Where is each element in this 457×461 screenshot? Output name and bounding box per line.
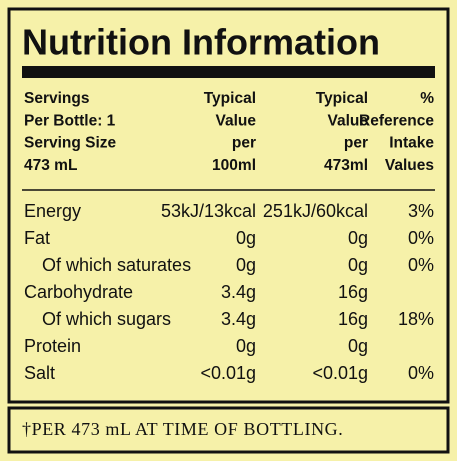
row-value: 3.4g (221, 282, 256, 302)
header-cell: Typical (204, 90, 256, 107)
footnote: †PER 473 mL AT TIME OF BOTTLING. (22, 419, 343, 439)
title: Nutrition Information (22, 22, 380, 63)
header-cell: Intake (389, 135, 434, 152)
header-cell: Reference (359, 112, 434, 129)
row-label: Salt (24, 363, 55, 383)
row-value: 16g (338, 309, 368, 329)
row-label: Of which saturates (42, 255, 191, 275)
main-box (7, 7, 450, 404)
header-cell: Servings (24, 90, 89, 107)
row-value: 0% (408, 228, 434, 248)
header-cell: per (232, 135, 256, 152)
row-value: 0g (348, 228, 368, 248)
row-value: 3.4g (221, 309, 256, 329)
header-cell: 473ml (324, 157, 368, 174)
row-value: 53kJ/13kcal (161, 201, 256, 221)
header-cell: Value (216, 112, 257, 129)
row-value: 0g (348, 336, 368, 356)
row-label: Fat (24, 228, 50, 248)
header-cell: % (420, 90, 434, 107)
row-value: 0g (236, 336, 256, 356)
title-bar (22, 66, 435, 78)
row-value: 18% (398, 309, 434, 329)
row-value: 251kJ/60kcal (263, 201, 368, 221)
row-value: 0g (348, 255, 368, 275)
row-value: 0% (408, 363, 434, 383)
header-cell: Value (328, 112, 369, 129)
row-label: Energy (24, 201, 81, 221)
header-cell: Typical (316, 90, 368, 107)
footer-box (7, 406, 450, 454)
row-label: Carbohydrate (24, 282, 133, 302)
row-value: 3% (408, 201, 434, 221)
row-value: 16g (338, 282, 368, 302)
header-cell: Values (385, 157, 434, 174)
header-cell: 473 mL (24, 157, 77, 174)
row-value: <0.01g (312, 363, 368, 383)
row-label: Of which sugars (42, 309, 171, 329)
header-cell: Per Bottle: 1 (24, 112, 116, 129)
row-value: 0g (236, 255, 256, 275)
row-label: Protein (24, 336, 81, 356)
row-value: 0g (236, 228, 256, 248)
header-cell: per (344, 135, 368, 152)
row-value: <0.01g (200, 363, 256, 383)
header-cell: Serving Size (24, 135, 117, 152)
header-cell: 100ml (212, 157, 256, 174)
row-value: 0% (408, 255, 434, 275)
